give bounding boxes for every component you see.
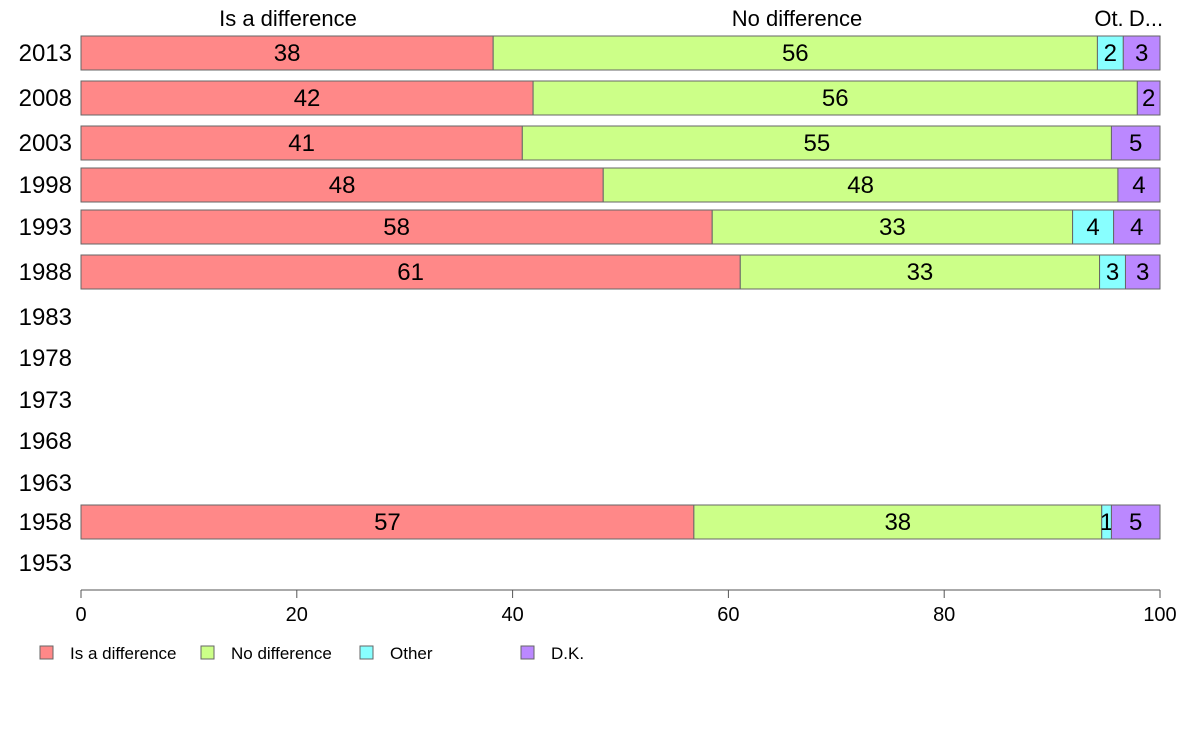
legend-label: Other: [390, 644, 433, 663]
x-tick-label: 60: [717, 604, 739, 626]
bar-value-label: 3: [1106, 259, 1119, 286]
x-tick-label: 100: [1143, 604, 1176, 626]
bar-segment: [739, 254, 1101, 290]
bar-value-label: 4: [1086, 214, 1099, 241]
bar-segment: [1136, 80, 1161, 116]
bar-segment: [1096, 35, 1124, 71]
bar-segment: [532, 80, 1138, 116]
column-header-label: Is a difference: [219, 6, 357, 31]
bar-segment: [602, 167, 1119, 203]
bar-value-label: 3: [1136, 259, 1149, 286]
legend-label: No difference: [231, 644, 332, 663]
bar-segment: [1113, 209, 1161, 245]
legend-swatch: [359, 645, 374, 660]
bar-segment: [1117, 167, 1161, 203]
y-tick-label: 1983: [19, 304, 72, 331]
bar-segment: [711, 209, 1074, 245]
column-header-label: D...: [1129, 6, 1163, 31]
bar-value-label: 41: [288, 130, 315, 157]
bar-segment: [80, 125, 523, 161]
bar-value-label: 4: [1130, 214, 1143, 241]
x-tick-label: 0: [75, 604, 86, 626]
bar-value-label: 2: [1104, 40, 1117, 67]
bar-value-label: 58: [383, 214, 410, 241]
y-axis-labels: 2013 2008 2003 1998 1993 1988 1983 1978 1973 1968…: [19, 40, 72, 577]
bar-value-label: 38: [274, 40, 301, 67]
bars-area: 38 56 2 342 56 241 55 548 48 458 33 4 461 33 3 357 38 1 5: [80, 35, 1161, 540]
y-tick-label: 1993: [19, 214, 72, 241]
column-header-label: Ot.: [1094, 6, 1123, 31]
y-tick-label: 1973: [19, 387, 72, 414]
bar-segment: [80, 504, 695, 540]
bar-value-label: 2: [1142, 85, 1155, 112]
bar-segment: [1099, 254, 1126, 290]
bar-value-label: 33: [879, 214, 906, 241]
y-tick-label: 1958: [19, 509, 72, 536]
x-tick-label: 20: [286, 604, 308, 626]
legend-label: D.K.: [551, 644, 584, 663]
x-tick-label: 80: [933, 604, 955, 626]
x-tick-label: 40: [501, 604, 523, 626]
bar-segment: [1110, 504, 1161, 540]
y-tick-label: 1963: [19, 470, 72, 497]
column-header-labels: Is a difference No difference Ot. D...: [219, 6, 1163, 31]
bar-value-label: 48: [847, 172, 874, 199]
legend: Is a difference No difference Other D.K.: [39, 644, 584, 663]
bar-value-label: 38: [884, 509, 911, 536]
bar-value-label: 33: [907, 259, 934, 286]
bar-segment: [1110, 125, 1161, 161]
y-tick-label: 1953: [19, 550, 72, 577]
bar-segment: [80, 254, 741, 290]
bar-value-label: 5: [1129, 509, 1142, 536]
y-tick-label: 1998: [19, 172, 72, 199]
bar-segment: [80, 167, 604, 203]
bar-value-label: 61: [397, 259, 424, 286]
bar-segment: [1072, 209, 1115, 245]
legend-label: Is a difference: [70, 644, 176, 663]
bar-segment: [693, 504, 1103, 540]
bar-segment: [1124, 254, 1161, 290]
bar-value-label: 5: [1129, 130, 1142, 157]
bar-segment: [521, 125, 1112, 161]
y-tick-label: 1968: [19, 428, 72, 455]
column-header-label: No difference: [732, 6, 862, 31]
bar-value-label: 42: [294, 85, 321, 112]
legend-swatch: [200, 645, 215, 660]
bar-segment: [492, 35, 1098, 71]
y-tick-label: 1978: [19, 345, 72, 372]
y-tick-label: 2013: [19, 40, 72, 67]
legend-swatch: [520, 645, 535, 660]
bar-value-label: 57: [374, 509, 401, 536]
bar-value-label: 48: [329, 172, 356, 199]
bar-segment: [80, 209, 713, 245]
legend-swatch: [39, 645, 54, 660]
y-tick-label: 2003: [19, 130, 72, 157]
bar-value-label: 4: [1132, 172, 1145, 199]
x-axis: 0 20 40 60 80 100: [75, 589, 1177, 626]
y-tick-label: 2008: [19, 85, 72, 112]
bar-segment: [80, 80, 534, 116]
y-tick-label: 1988: [19, 259, 72, 286]
bar-value-label: 3: [1135, 40, 1148, 67]
bar-segment: [80, 35, 494, 71]
bar-value-label: 1: [1100, 509, 1113, 536]
bar-value-label: 56: [822, 85, 849, 112]
bar-segment: [1122, 35, 1161, 71]
bar-value-label: 56: [782, 40, 809, 67]
bar-value-label: 55: [804, 130, 831, 157]
